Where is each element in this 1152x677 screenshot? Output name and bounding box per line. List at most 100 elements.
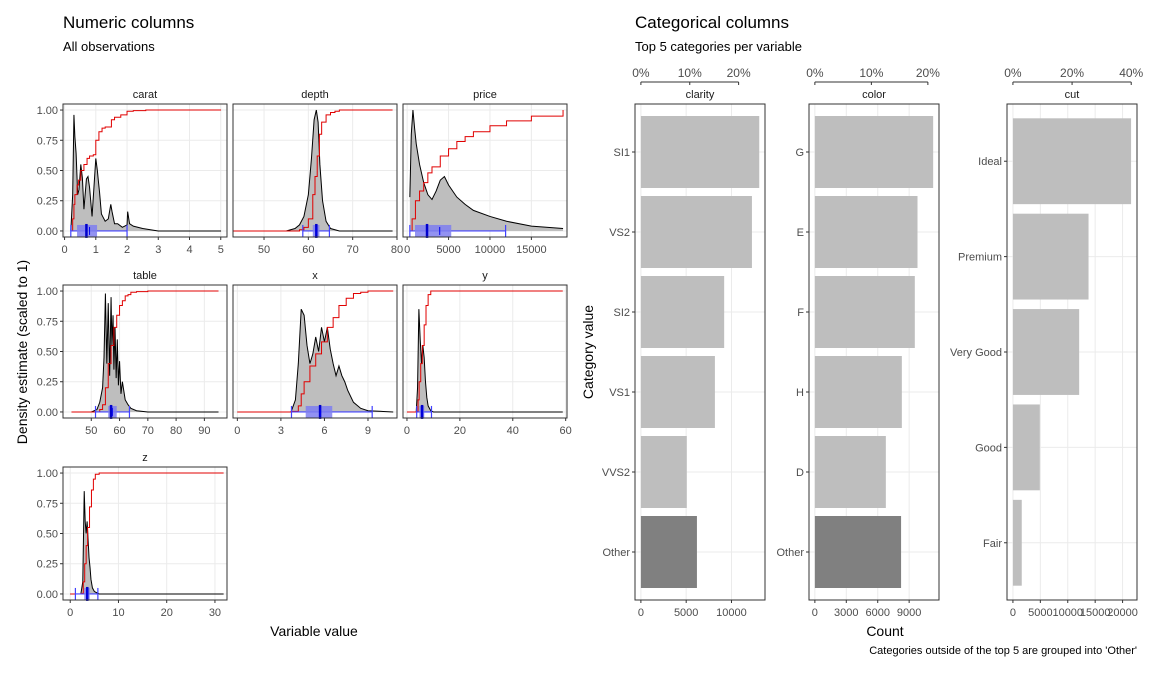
y-tick-label-table-3: 0.75 <box>37 316 58 328</box>
x-tick-label-y-3: 60 <box>560 425 572 437</box>
ecdf-line-carat <box>70 109 222 232</box>
bar-clarity-other <box>640 516 697 588</box>
numeric-title: Numeric columns <box>63 13 194 32</box>
category-label-cut-1: Premium <box>958 252 1002 264</box>
x-tick-label-depth-0: 50 <box>258 244 270 256</box>
y-tick-label-carat-0: 0.00 <box>37 226 58 238</box>
panel-strip-label-x: x <box>312 270 318 282</box>
density-line-price <box>409 109 564 230</box>
x-tick-label-depth-3: 80 <box>391 244 403 256</box>
panel-strip-label-price: price <box>473 89 497 101</box>
y-tick-label-table-2: 0.50 <box>37 347 58 359</box>
category-label-clarity-3: VS1 <box>609 387 630 399</box>
y-tick-label-table-1: 0.25 <box>37 377 58 389</box>
x-tick-label-table-2: 70 <box>142 425 154 437</box>
x-tick-label-price-2: 10000 <box>475 244 506 256</box>
top-tick-label-color-2: 20% <box>916 66 940 80</box>
category-label-color-0: G <box>795 147 804 159</box>
density-area-y <box>406 309 563 412</box>
category-label-clarity-0: SI1 <box>613 147 630 159</box>
x-tick-label-carat-5: 5 <box>218 244 224 256</box>
panel-border-depth <box>232 103 398 238</box>
top-tick-label-clarity-2: 20% <box>727 66 751 80</box>
categorical-subtitle: Top 5 categories per variable <box>635 39 802 54</box>
category-label-color-3: H <box>796 387 804 399</box>
y-tick-label-table-0: 0.00 <box>37 407 58 419</box>
panel-border-price <box>402 103 568 238</box>
density-area-carat <box>70 114 222 231</box>
density-line-carat <box>70 114 222 232</box>
x-tick-label-carat-2: 2 <box>124 244 130 256</box>
ecdf-line-depth <box>233 109 393 232</box>
panel-border-clarity <box>634 103 766 601</box>
x-tick-label-y-0: 0 <box>404 425 410 437</box>
bar-color-other <box>814 516 902 588</box>
x-tick-label-cut-3: 15000 <box>1080 607 1111 619</box>
density-line-table <box>71 293 219 413</box>
panel-strip-label-depth: depth <box>301 89 329 101</box>
y-tick-label-table-4: 1.00 <box>37 286 58 298</box>
categorical-panel-clarity: clarity SI1 VS2 SI2 VS1 VVS2 Other 0 5000 10000 0%… <box>602 66 766 619</box>
category-label-clarity-1: VS2 <box>609 227 630 239</box>
x-tick-label-z-2: 20 <box>161 607 173 619</box>
x-tick-label-z-0: 0 <box>67 607 73 619</box>
top-tick-label-clarity-0: 0% <box>632 66 650 80</box>
x-tick-label-x-0: 0 <box>234 425 240 437</box>
numeric-panel-table: table 0.00 0.25 0.50 0.75 1.00 50 60 70 80 90 <box>37 270 228 437</box>
panel-strip-label-carat: carat <box>133 89 157 101</box>
x-tick-label-price-1: 5000 <box>436 244 460 256</box>
category-label-clarity-5: Other <box>602 547 630 559</box>
bar-cut-premium <box>1012 213 1089 300</box>
density-area-z <box>70 491 224 594</box>
x-tick-label-color-1: 3000 <box>834 607 858 619</box>
numeric-panel-carat: carat 0.00 0.25 0.50 0.75 1.00 0 1 2 3 4 5 <box>37 89 228 256</box>
top-tick-label-color-1: 10% <box>859 66 883 80</box>
bar-color-e <box>814 196 918 268</box>
bar-cut-good <box>1012 404 1040 491</box>
y-tick-label-z-2: 0.50 <box>37 529 58 541</box>
density-area-table <box>71 293 219 412</box>
ecdf-line-y <box>406 290 563 413</box>
x-tick-label-cut-2: 10000 <box>1052 607 1083 619</box>
box-iqr-price <box>415 224 452 237</box>
x-tick-label-color-3: 9000 <box>897 607 921 619</box>
x-tick-label-depth-1: 60 <box>302 244 314 256</box>
x-tick-label-depth-2: 70 <box>347 244 359 256</box>
category-label-color-5: Other <box>776 547 804 559</box>
categorical-panel-color: color G E F H D Other 0 3000 6000 9000 0% 10% 20% <box>776 66 940 619</box>
category-label-color-1: E <box>797 227 804 239</box>
category-label-color-2: F <box>797 307 804 319</box>
numeric-panel-z: z 0.00 0.25 0.50 0.75 1.00 0 10 20 30 <box>37 452 228 619</box>
numeric-x-axis-label: Variable value <box>270 623 358 639</box>
bar-color-g <box>814 116 934 188</box>
panel-border-color <box>808 103 940 601</box>
panel-strip-label-clarity: clarity <box>686 89 715 101</box>
ecdf-line-price <box>409 110 564 232</box>
categorical-caption: Categories outside of the top 5 are grou… <box>869 645 1137 657</box>
numeric-y-axis-label: Density estimate (scaled to 1) <box>14 260 30 444</box>
category-label-color-4: D <box>796 467 804 479</box>
bar-color-h <box>814 356 902 428</box>
top-tick-label-color-0: 0% <box>806 66 824 80</box>
bar-color-f <box>814 276 915 348</box>
numeric-panel-depth: depth 50 60 70 80 <box>232 89 403 256</box>
x-tick-label-clarity-0: 0 <box>638 607 644 619</box>
panel-border-y <box>402 284 568 419</box>
x-tick-label-table-4: 90 <box>198 425 210 437</box>
x-tick-label-x-2: 6 <box>321 425 327 437</box>
panel-border-x <box>232 284 398 419</box>
panel-strip-label-z: z <box>142 452 148 464</box>
categorical-x-axis-label: Count <box>866 623 903 639</box>
bar-clarity-vs1 <box>640 356 715 428</box>
x-tick-label-cut-1: 5000 <box>1028 607 1052 619</box>
bar-clarity-si1 <box>640 116 760 188</box>
y-tick-label-z-0: 0.00 <box>37 589 58 601</box>
category-label-clarity-2: SI2 <box>613 307 630 319</box>
y-tick-label-z-4: 1.00 <box>37 468 58 480</box>
x-tick-label-carat-1: 1 <box>93 244 99 256</box>
panel-border-cut <box>1006 103 1138 601</box>
top-tick-label-clarity-1: 10% <box>678 66 702 80</box>
x-tick-label-clarity-2: 10000 <box>716 607 747 619</box>
